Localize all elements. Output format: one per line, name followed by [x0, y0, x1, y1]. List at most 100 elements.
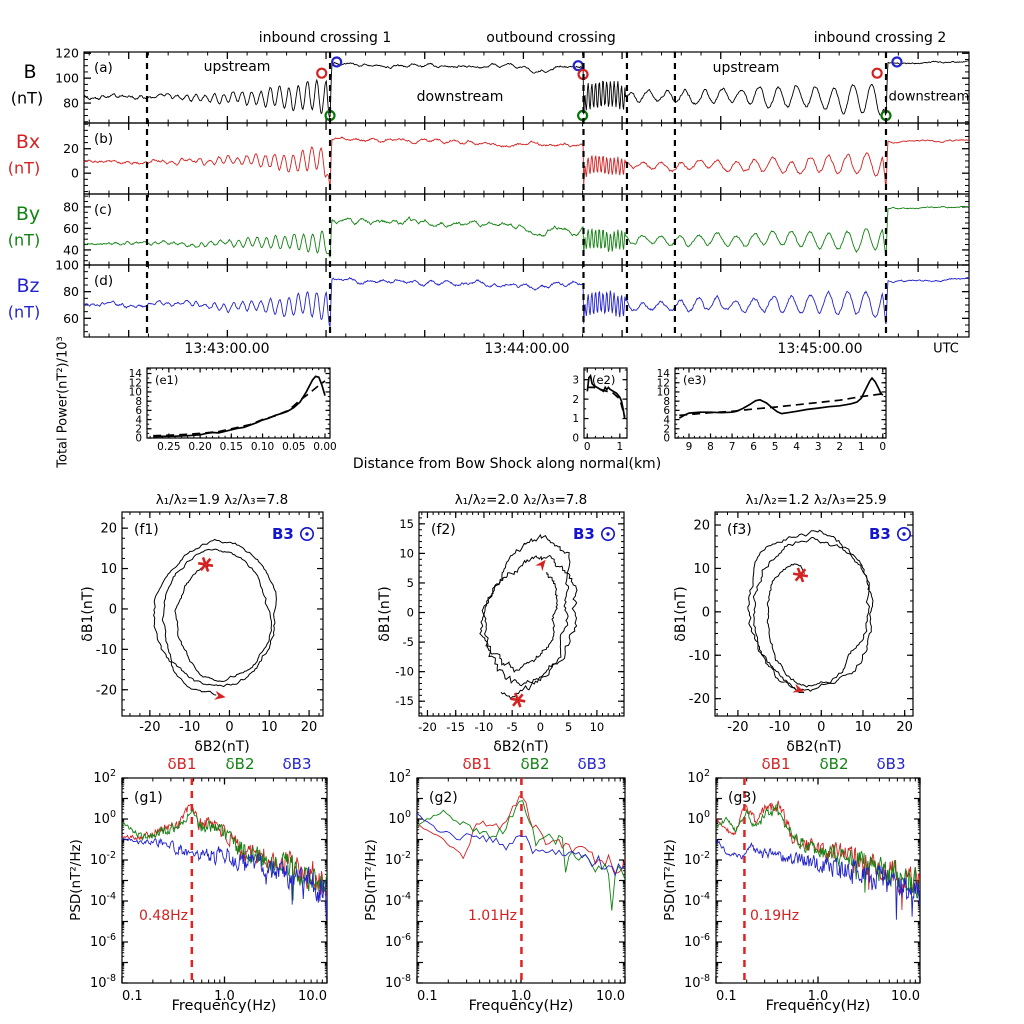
svg-text:10: 10	[693, 562, 710, 577]
svg-text:20: 20	[301, 720, 318, 735]
freq-marker-label-g2: 1.01Hz	[467, 908, 517, 924]
annotation-inbound-crossing-2: inbound crossing 2	[813, 30, 947, 46]
psd-xlabel-g1: Frequency(Hz)	[171, 998, 277, 1014]
svg-text:0.1: 0.1	[417, 989, 438, 1004]
svg-text:10: 10	[855, 720, 872, 735]
svg-text:40: 40	[63, 242, 79, 257]
svg-text:0.1: 0.1	[716, 989, 737, 1004]
svg-text:80: 80	[63, 199, 79, 214]
legend-db2-g2: δB2	[520, 755, 550, 773]
psd-ylabel-g3: PSD(nT²/Hz)	[662, 839, 678, 921]
svg-text:-10: -10	[96, 643, 117, 658]
svg-text:100: 100	[93, 809, 116, 827]
svg-text:0: 0	[663, 433, 670, 445]
svg-text:-15: -15	[395, 694, 414, 708]
annotation-inbound-crossing-1: inbound crossing 1	[258, 30, 392, 46]
hodogram-title-f1: λ₁/λ₂=1.9 λ₂/λ₃=7.8	[155, 492, 289, 508]
svg-text:(c): (c)	[94, 202, 112, 218]
svg-text:14: 14	[129, 368, 143, 380]
svg-text:3: 3	[572, 374, 579, 386]
legend-db3-g1: δB3	[282, 755, 312, 773]
svg-text:1.0: 1.0	[214, 989, 235, 1004]
annotation-downstream-1: downstream	[416, 89, 504, 105]
svg-text:-5: -5	[506, 720, 517, 734]
svg-text:10-8: 10-8	[684, 973, 710, 991]
svg-text:10: 10	[261, 720, 278, 735]
svg-text:10.0: 10.0	[891, 989, 920, 1004]
svg-text:(f3): (f3)	[727, 522, 752, 538]
b3-direction-f1: B3	[272, 525, 315, 543]
svg-text:0: 0	[537, 720, 544, 734]
svg-text:15: 15	[399, 517, 414, 531]
legend-db1-g2: δB1	[462, 755, 492, 773]
svg-text:0: 0	[584, 441, 591, 453]
svg-text:(e1): (e1)	[155, 373, 178, 387]
svg-text:10-8: 10-8	[90, 973, 116, 991]
svg-text:(e3): (e3)	[683, 373, 706, 387]
legend-db2-g1: δB2	[225, 755, 255, 773]
svg-text:10-4: 10-4	[90, 891, 116, 909]
svg-text:100: 100	[55, 71, 79, 86]
timeseries-panels: 80 100 120 (a) 0 20 (b) 40 60 80 (c) 60 80 100 (d)	[55, 46, 970, 338]
time-tick-1345: 13:45:00.00	[777, 341, 863, 357]
svg-text:10-2: 10-2	[684, 850, 710, 868]
svg-text:(f1): (f1)	[134, 522, 159, 538]
svg-text:4: 4	[793, 441, 800, 453]
b3-label: B3	[272, 525, 294, 543]
psd-ylabel-g2: PSD(nT²/Hz)	[363, 839, 379, 921]
svg-text:-10: -10	[689, 649, 710, 664]
svg-text:(d): (d)	[94, 273, 113, 289]
svg-text:1.0: 1.0	[511, 989, 532, 1004]
svg-text:10: 10	[100, 562, 117, 577]
svg-text:0: 0	[817, 720, 825, 735]
svg-text:8: 8	[707, 441, 714, 453]
axis-unit-by: (nT)	[7, 230, 41, 250]
svg-text:8: 8	[135, 396, 142, 408]
svg-text:10: 10	[590, 720, 605, 734]
svg-text:0.05: 0.05	[282, 441, 305, 453]
svg-text:120: 120	[55, 46, 79, 61]
svg-text:10-4: 10-4	[385, 891, 411, 909]
svg-text:9: 9	[686, 441, 693, 453]
hodogram-title-f2: λ₁/λ₂=2.0 λ₂/λ₃=7.8	[454, 492, 588, 508]
svg-text:0: 0	[702, 605, 710, 620]
shock-marker-circle	[572, 60, 584, 72]
svg-text:20: 20	[693, 519, 710, 534]
svg-text:(g2): (g2)	[429, 790, 458, 806]
svg-text:1: 1	[616, 441, 623, 453]
svg-text:4: 4	[135, 414, 142, 426]
power-xlabel: Distance from Bow Shock along normal(km)	[352, 456, 662, 472]
svg-text:0.1: 0.1	[122, 989, 143, 1004]
svg-text:10: 10	[399, 546, 414, 560]
svg-text:12: 12	[129, 377, 142, 389]
out-of-plane-icon	[600, 527, 615, 541]
svg-text:10: 10	[129, 387, 142, 399]
shock-marker-circle	[891, 56, 903, 68]
svg-text:-5: -5	[403, 635, 414, 649]
psd-xlabel-g2: Frequency(Hz)	[468, 998, 574, 1014]
hodogram-ylabel-f1: δB1(nT)	[80, 586, 96, 642]
axis-unit-b: (nT)	[10, 88, 44, 108]
annotation-outbound-crossing: outbound crossing	[486, 30, 616, 46]
svg-text:0.15: 0.15	[220, 441, 243, 453]
spectrum-panel-g2: 0.1 1.0 10.0 10-8 10-6 10-4 10-2 100 102 (g2)	[385, 768, 626, 1004]
legend-db3-g2: δB3	[577, 755, 607, 773]
svg-text:2: 2	[663, 423, 670, 435]
svg-text:0: 0	[135, 433, 142, 445]
hodogram-xlabel-f2: δB2(nT)	[493, 739, 549, 755]
svg-text:20: 20	[100, 522, 117, 537]
legend-db2-g3: δB2	[819, 755, 849, 773]
psd-xlabel-g3: Frequency(Hz)	[765, 998, 871, 1014]
svg-text:4: 4	[663, 414, 670, 426]
svg-text:1.0: 1.0	[808, 989, 829, 1004]
svg-text:102: 102	[93, 768, 116, 786]
svg-text:10.0: 10.0	[298, 989, 327, 1004]
svg-text:-15: -15	[446, 720, 465, 734]
axis-label-b: B	[23, 61, 37, 83]
panel-a: 80 100 120 (a)	[55, 46, 970, 124]
svg-text:10-6: 10-6	[385, 932, 411, 950]
time-tick-1344: 13:44:00.00	[484, 341, 570, 357]
